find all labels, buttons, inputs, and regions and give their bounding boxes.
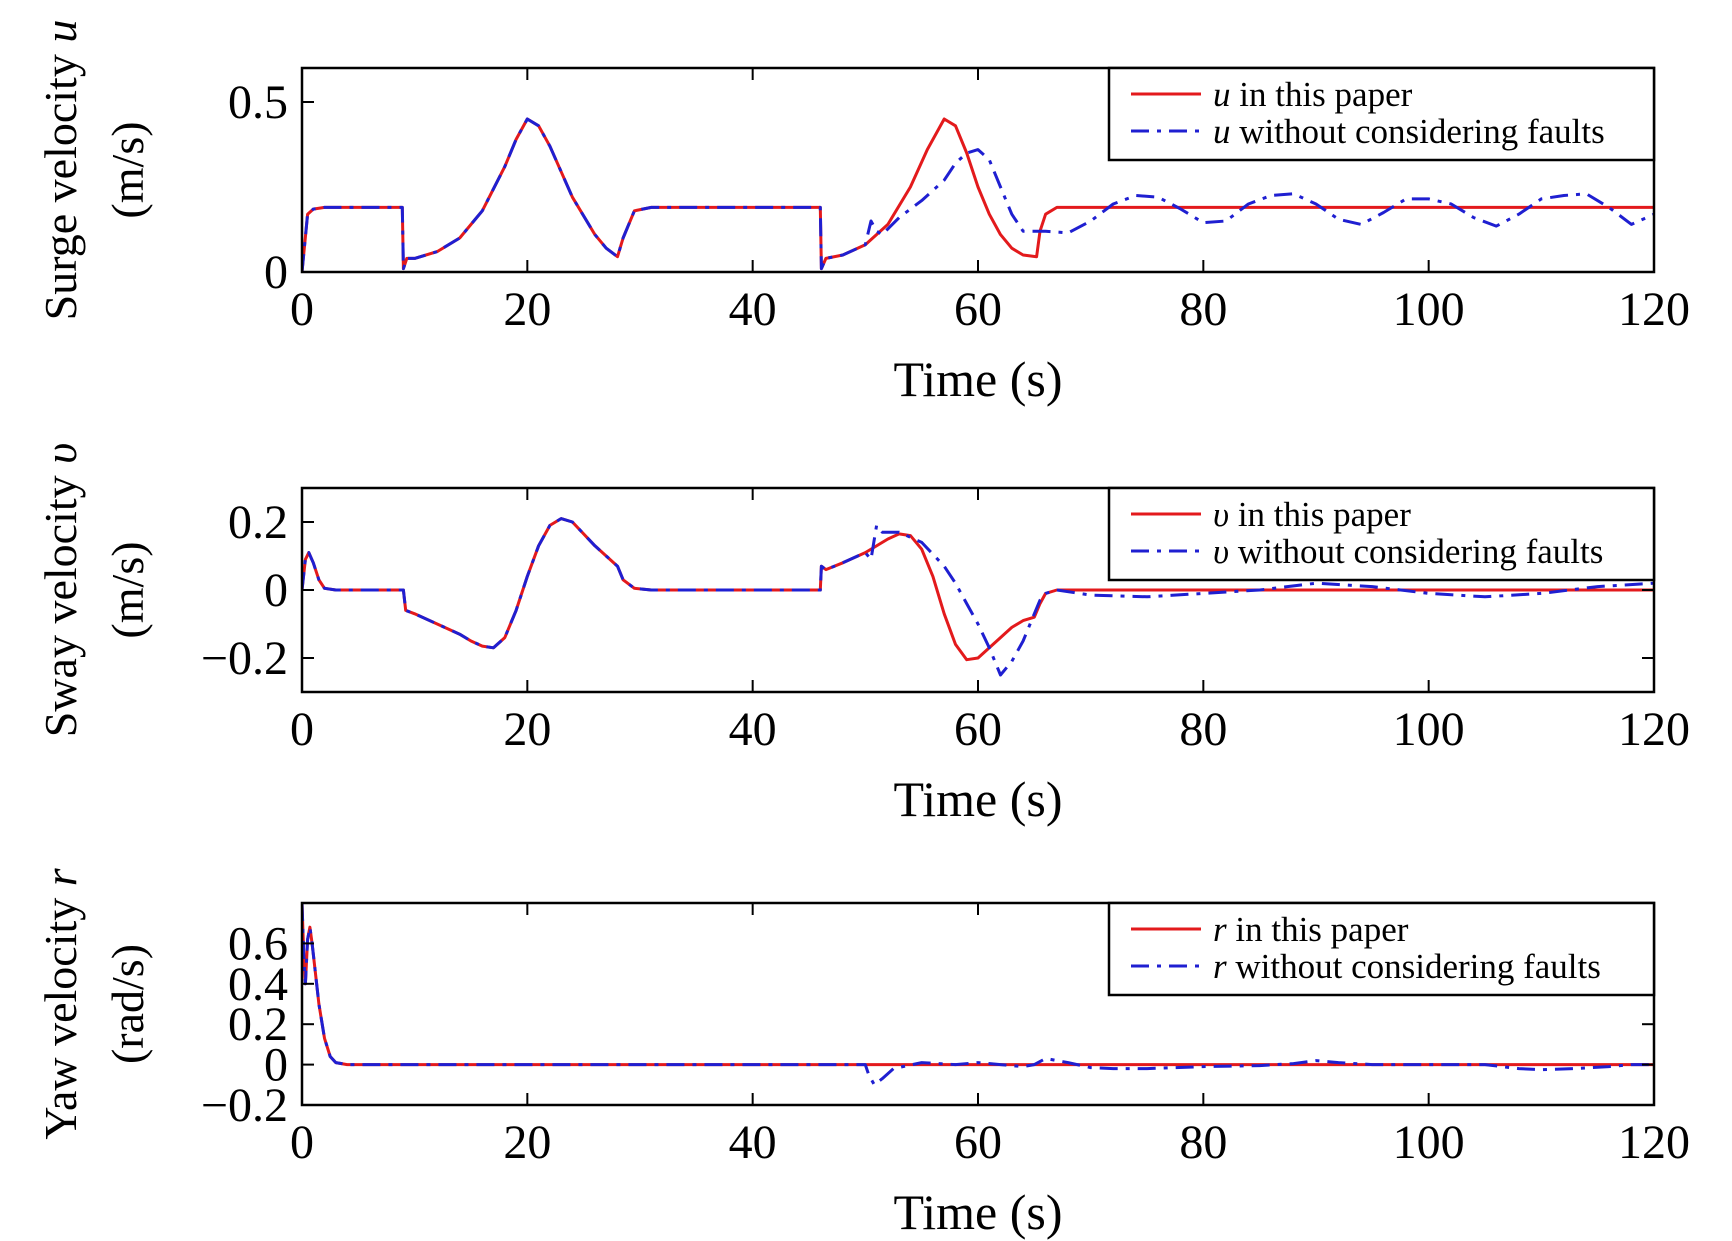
- x-tick-label: 100: [1393, 1116, 1465, 1169]
- x-tick-label: 120: [1618, 1116, 1690, 1169]
- y-tick-label: −0.2: [201, 632, 288, 685]
- legend-text: in this paper: [1231, 75, 1413, 114]
- x-tick-label: 80: [1179, 283, 1227, 336]
- y-axis-title-symbol: r: [35, 867, 86, 886]
- y-axis-title: Sway velocity υ: [35, 443, 86, 738]
- legend-box: [1107, 486, 1656, 582]
- x-tick-label: 80: [1179, 1116, 1227, 1169]
- legend-symbol: υ: [1213, 532, 1229, 571]
- y-tick-label: 0: [264, 246, 288, 299]
- legend-entry: r in this paper: [1213, 910, 1409, 949]
- x-tick-label: 0: [290, 703, 314, 756]
- x-tick-label: 20: [503, 283, 551, 336]
- series-line-without-faults: [302, 117, 1654, 272]
- y-axis-title-text: Sway velocity: [35, 464, 86, 737]
- legend-symbol: r: [1213, 910, 1227, 949]
- y-tick-label: 0.2: [228, 496, 288, 549]
- x-tick-label: 60: [954, 703, 1002, 756]
- legend-box: [1107, 66, 1656, 162]
- x-tick-label: 100: [1393, 703, 1465, 756]
- x-tick-label: 60: [954, 283, 1002, 336]
- panel-1: 0 20 40 60 80 100 120 0 0.5 Time (s) Surge velocit…: [35, 20, 1690, 407]
- y-tick-label: 0.2: [228, 998, 288, 1051]
- legend-text: in this paper: [1227, 910, 1409, 949]
- legend-text: without considering faults: [1229, 532, 1603, 571]
- y-axis-title-symbol: u: [35, 20, 86, 43]
- x-tick-label: 0: [290, 283, 314, 336]
- legend-box: [1107, 901, 1656, 997]
- y-axis-title-text: Surge velocity: [35, 43, 86, 321]
- legend-entry: u in this paper: [1213, 75, 1413, 114]
- y-tick-label: 0.5: [228, 76, 288, 129]
- legend-entry: υ in this paper: [1213, 495, 1411, 534]
- x-tick-label: 40: [729, 703, 777, 756]
- y-axis-unit: (m/s): [102, 121, 153, 218]
- y-axis-title: Yaw velocity r: [35, 867, 86, 1139]
- legend-entry: r without considering faults: [1213, 947, 1601, 986]
- legend-symbol: u: [1213, 75, 1231, 114]
- y-axis-title-symbol: υ: [35, 443, 86, 464]
- x-tick-label: 0: [290, 1116, 314, 1169]
- legend-text: without considering faults: [1231, 112, 1605, 151]
- x-tick-label: 40: [729, 283, 777, 336]
- y-axis-unit: (m/s): [102, 541, 153, 638]
- x-axis-title: Time (s): [893, 771, 1062, 827]
- x-axis-title: Time (s): [893, 351, 1062, 407]
- y-tick-label: 0.4: [228, 958, 288, 1011]
- x-tick-label: 60: [954, 1116, 1002, 1169]
- legend-entry: υ without considering faults: [1213, 532, 1603, 571]
- legend-symbol: r: [1213, 947, 1227, 986]
- x-tick-label: 80: [1179, 703, 1227, 756]
- y-tick-label: 0: [264, 1039, 288, 1092]
- y-tick-label: 0.6: [228, 917, 288, 970]
- y-axis-title: Surge velocity u: [35, 20, 86, 321]
- series-line-without-faults: [302, 517, 1654, 677]
- x-tick-label: 20: [503, 1116, 551, 1169]
- x-tick-label: 120: [1618, 703, 1690, 756]
- y-axis-unit: (rad/s): [102, 944, 153, 1064]
- x-tick-label: 20: [503, 703, 551, 756]
- legend-symbol: υ: [1213, 495, 1229, 534]
- x-tick-label: 120: [1618, 283, 1690, 336]
- legend-text: without considering faults: [1227, 947, 1601, 986]
- y-axis-title-text: Yaw velocity: [35, 886, 86, 1139]
- y-tick-label: −0.2: [201, 1079, 288, 1132]
- legend-entry: u without considering faults: [1213, 112, 1605, 151]
- legend-text: in this paper: [1229, 495, 1411, 534]
- legend-symbol: u: [1213, 112, 1231, 151]
- x-axis-title: Time (s): [893, 1184, 1062, 1240]
- x-tick-label: 40: [729, 1116, 777, 1169]
- series-line-without-faults: [302, 903, 1654, 1087]
- x-tick-label: 100: [1393, 283, 1465, 336]
- y-tick-label: 0: [264, 564, 288, 617]
